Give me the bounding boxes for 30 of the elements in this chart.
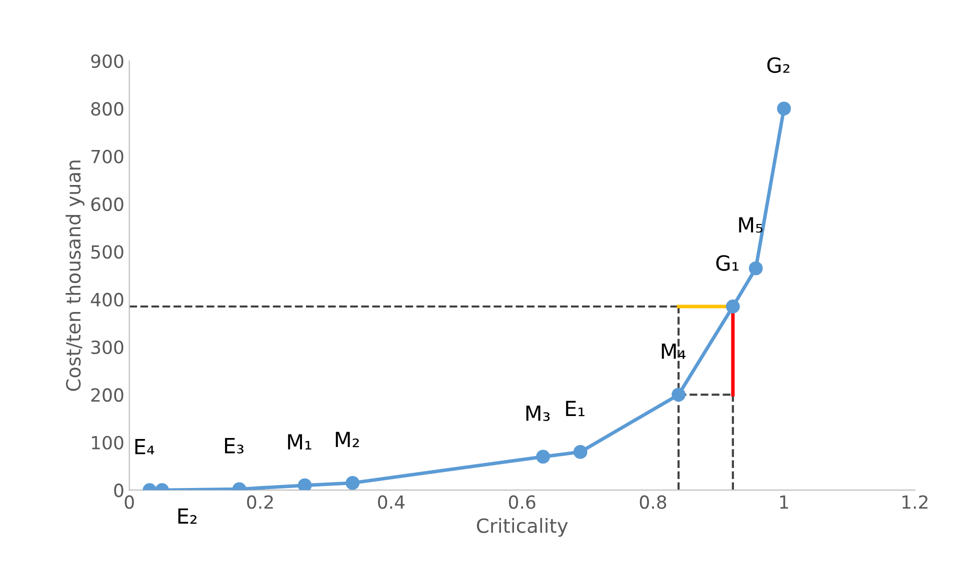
x-tick-label: 0 xyxy=(124,495,134,509)
annotation: M₂ xyxy=(336,432,359,448)
y-tick-label: 300 xyxy=(91,340,124,354)
y-tick-label: 0 xyxy=(114,484,124,498)
y-tick-label: 400 xyxy=(90,292,124,306)
annotation: E₃ xyxy=(225,438,244,454)
annotation: E₁ xyxy=(566,400,584,416)
x-axis-title: Criticality xyxy=(476,518,568,537)
y-tick-label: 700 xyxy=(91,150,124,164)
y-tick-label: 500 xyxy=(91,245,124,259)
y-tick-label: 100 xyxy=(92,436,124,450)
x-tick-label: 0.2 xyxy=(247,495,273,509)
annotation: M₅ xyxy=(739,217,762,233)
x-tick-label: 0.6 xyxy=(508,495,536,509)
annotation: E₄ xyxy=(135,438,154,454)
y-tick-label: 200 xyxy=(91,388,124,402)
x-tick-label: 0.8 xyxy=(640,495,666,509)
x-tick-label: 1 xyxy=(780,496,788,509)
annotation: G₂ xyxy=(767,57,790,73)
annotation: M₁ xyxy=(288,434,312,450)
x-tick-label: 0.4 xyxy=(378,495,405,509)
y-tick-label: 600 xyxy=(91,197,124,212)
annotation: E₂ xyxy=(178,508,197,524)
x-tick-label: 1.2 xyxy=(902,495,928,509)
y-tick-label: 900 xyxy=(91,54,124,68)
annotation: M₃ xyxy=(526,406,550,422)
y-axis-title: Cost/ten thousand yuan xyxy=(66,160,84,391)
annotation: G₁ xyxy=(716,255,738,271)
annotation: M₄ xyxy=(662,344,686,359)
y-tick-label: 800 xyxy=(91,102,124,116)
